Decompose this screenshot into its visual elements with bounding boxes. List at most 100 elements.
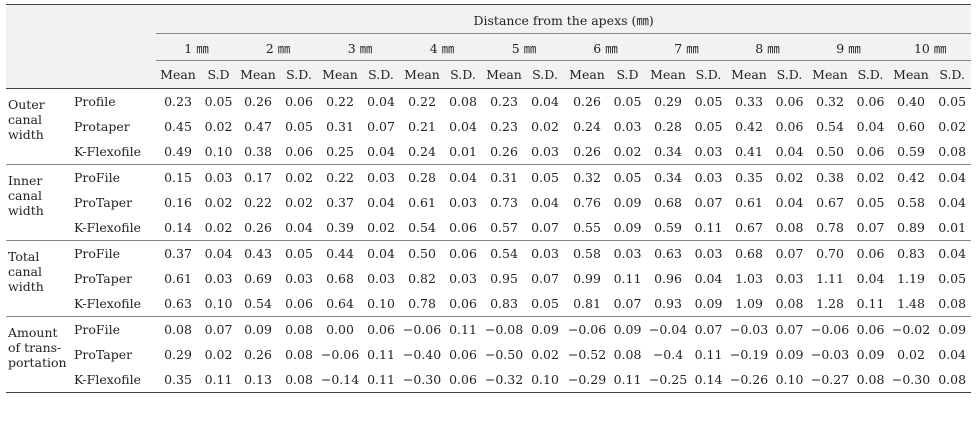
sd-value: 0.03 xyxy=(525,139,565,165)
mean-value: 0.23 xyxy=(164,94,192,109)
sd-value: 0.02 xyxy=(200,215,237,241)
sd-value: 0.04 xyxy=(361,139,401,165)
mean-value: 0.08 xyxy=(164,322,192,337)
sd-value: 0.04 xyxy=(938,246,967,261)
sd-value: 0.06 xyxy=(856,94,885,109)
sd-value: 0.09 xyxy=(690,291,727,317)
sd-value: 0.07 xyxy=(367,119,395,134)
mean-value: 0.93 xyxy=(646,291,690,317)
sd-value: 0.06 xyxy=(279,139,319,165)
file-system-name: K-Flexofile xyxy=(70,139,156,165)
mean-value: 0.68 xyxy=(735,246,763,261)
distance-header: 1 ㎜ xyxy=(156,33,237,61)
sd-header: S.D. xyxy=(690,60,727,89)
mean-value: 0.54 xyxy=(490,246,518,261)
file-system-name: K-Flexofile xyxy=(70,291,156,317)
distance-super-header: Distance from the apexs (㎜) xyxy=(156,4,972,34)
distance-header: 4 ㎜ xyxy=(401,33,483,61)
mean-value: 0.26 xyxy=(244,94,272,109)
sd-value: 0.08 xyxy=(285,322,313,337)
mean-value: 0.73 xyxy=(490,195,518,210)
sd-value: 0.07 xyxy=(694,322,723,337)
mean-value: 0.82 xyxy=(408,271,436,286)
mean-value: 0.26 xyxy=(483,139,525,165)
distance-header: 7 ㎜ xyxy=(646,33,727,61)
header-blank-cell xyxy=(6,4,156,89)
mean-value: −0.06 xyxy=(810,322,850,337)
sd-value: 0.03 xyxy=(531,246,559,261)
sd-value: 0.06 xyxy=(443,291,483,317)
sd-value: 0.03 xyxy=(613,246,642,261)
mean-value: 0.49 xyxy=(156,139,200,165)
sd-value: 0.08 xyxy=(771,215,808,241)
sd-value: 0.07 xyxy=(775,322,804,337)
sd-value: 0.02 xyxy=(775,170,804,185)
mean-value: 0.29 xyxy=(654,94,682,109)
mean-value: 0.68 xyxy=(654,195,682,210)
mean-value: 0.31 xyxy=(490,170,518,185)
mean-value: 0.67 xyxy=(816,195,844,210)
sd-value: 0.10 xyxy=(200,291,237,317)
mean-value: 0.28 xyxy=(408,170,436,185)
sd-header: S.D. xyxy=(525,60,565,89)
sd-value: 0.03 xyxy=(690,139,727,165)
sd-value: 0.09 xyxy=(613,195,642,210)
sd-value: 0.04 xyxy=(367,195,395,210)
mean-header: Mean xyxy=(808,60,852,89)
distance-header: 9 ㎜ xyxy=(808,33,889,61)
mean-value: 0.99 xyxy=(573,271,601,286)
header-row-super: Distance from the apexs (㎜) xyxy=(6,4,972,89)
sd-value: 0.06 xyxy=(443,367,483,393)
mean-value: 0.61 xyxy=(164,271,192,286)
mean-value: 0.81 xyxy=(565,291,609,317)
sd-value: 0.04 xyxy=(204,246,233,261)
sd-value: 0.03 xyxy=(204,170,233,185)
sd-value: 0.11 xyxy=(361,367,401,393)
mean-value: −0.08 xyxy=(484,322,524,337)
file-system-name: Protaper xyxy=(74,119,130,134)
table-row: K-Flexofile 0.49 0.10 0.38 0.06 0.25 0.04 0.24 0… xyxy=(6,139,972,165)
mean-value: 0.50 xyxy=(408,246,436,261)
sd-value: 0.08 xyxy=(285,347,313,362)
file-system-name: ProFile xyxy=(74,246,120,261)
sd-value: 0.07 xyxy=(531,271,559,286)
mean-header: Mean xyxy=(483,60,525,89)
group-label: Outer canal width xyxy=(6,88,70,165)
mean-value: −0.27 xyxy=(808,367,852,393)
mean-value: 1.11 xyxy=(816,271,844,286)
sd-value: 0.09 xyxy=(531,322,559,337)
sd-value: 0.02 xyxy=(204,195,233,210)
mean-value: 1.19 xyxy=(897,271,925,286)
sd-value: 0.10 xyxy=(200,139,237,165)
mean-value: 0.54 xyxy=(816,119,844,134)
mean-value: 0.37 xyxy=(164,246,192,261)
mean-value: 0.32 xyxy=(573,170,601,185)
sd-value: 0.08 xyxy=(771,291,808,317)
mean-value: 0.15 xyxy=(164,170,192,185)
mean-value: −0.40 xyxy=(402,347,442,362)
mean-value: 0.58 xyxy=(573,246,601,261)
mean-value: 0.78 xyxy=(808,215,852,241)
mean-header: Mean xyxy=(727,60,771,89)
mean-value: 0.61 xyxy=(735,195,763,210)
mean-value: −0.30 xyxy=(401,367,443,393)
table-row: K-Flexofile 0.63 0.10 0.54 0.06 0.64 0.10 0.78 0… xyxy=(6,291,972,317)
sd-value: 0.08 xyxy=(933,139,972,165)
sd-value: 0.08 xyxy=(613,347,642,362)
table-row: Protaper 0.45 0.02 0.47 0.05 0.31 0.07 0.21 0.04… xyxy=(6,114,971,139)
mean-value: 0.22 xyxy=(408,94,436,109)
sd-value: 0.06 xyxy=(449,347,477,362)
sd-value: 0.08 xyxy=(852,367,889,393)
sd-value: 0.01 xyxy=(443,139,483,165)
mean-value: 0.26 xyxy=(565,139,609,165)
sd-value: 0.03 xyxy=(694,170,723,185)
mean-value: −0.30 xyxy=(889,367,933,393)
sd-value: 0.11 xyxy=(613,271,642,286)
sd-value: 0.01 xyxy=(933,215,972,241)
sd-value: 0.09 xyxy=(856,347,885,362)
table-row: K-Flexofile 0.14 0.02 0.26 0.04 0.39 0.02 0.54 0… xyxy=(6,215,972,241)
file-system-name: K-Flexofile xyxy=(70,367,156,393)
mean-value: −0.02 xyxy=(891,322,931,337)
sd-value: 0.06 xyxy=(856,322,885,337)
sd-header: S.D xyxy=(200,60,237,89)
